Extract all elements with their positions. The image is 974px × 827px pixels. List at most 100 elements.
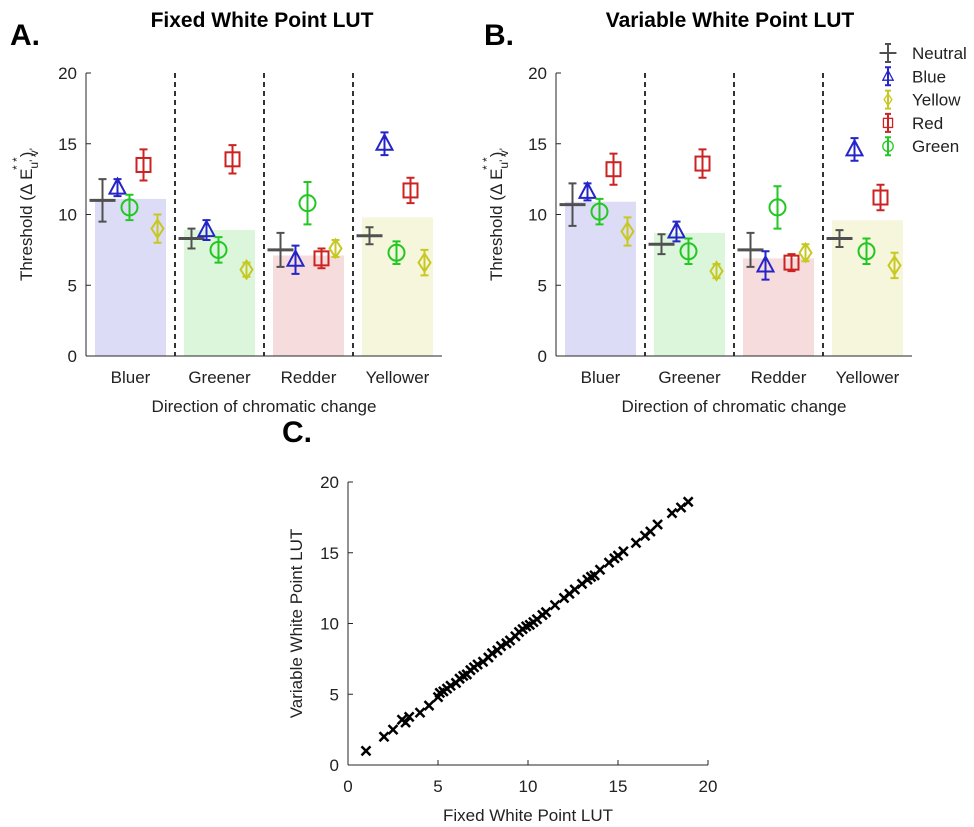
marker-circle [298,194,317,213]
legend-marker [882,117,894,129]
y-label-end: ) [17,152,36,158]
chart-title: Fixed White Point LUT [151,9,374,32]
bar [273,255,344,356]
marker-x [549,599,561,611]
marker-triangle [755,254,776,273]
y-label-sup: * * [10,157,24,170]
bar [362,217,433,356]
x-tick-label: 10 [519,777,538,796]
legend-label: Red [912,114,943,133]
marker-circle [857,242,876,261]
marker-x [360,745,372,757]
legend-label: Green [912,137,959,156]
y-label-sub: u' v' [27,148,41,169]
marker-x [594,564,606,576]
marker-circle [387,243,406,262]
y-tick-label: 15 [320,544,339,563]
marker-x [486,647,498,659]
legend-errorbar [885,136,891,157]
marker-x [472,659,483,670]
error-bar [876,183,885,212]
chart-title: Variable White Point LUT [606,9,855,32]
y-label-main: Threshold (Δ E [17,169,36,281]
marker-x [445,680,456,692]
x-tick-label: 0 [343,777,352,796]
error-bar [609,152,618,186]
y-tick-label: 15 [528,135,547,154]
y-label-main: Threshold (Δ E [487,169,506,281]
legend-label: Yellow [912,91,961,110]
error-bar [406,176,415,205]
x-tick-label: Greener [658,368,721,387]
marker-x [652,519,663,530]
error-bar [139,148,148,182]
marker-triangle [374,132,395,151]
marker-square [313,250,330,267]
marker-x [495,640,507,652]
panel-label: C. [282,416,312,449]
x-tick-label: 20 [699,777,718,796]
marker-x [387,724,399,736]
error-bar [773,185,782,230]
panel-label: A. [10,19,40,52]
marker-triangle [666,220,687,239]
marker-circle [590,202,609,221]
x-tick-label: Yellower [366,368,430,387]
y-tick-label: 10 [528,206,547,225]
marker-triangle [196,218,217,238]
x-axis-label: Fixed White Point LUT [443,806,613,825]
y-label-sub: u' v' [497,148,511,169]
y-axis-label: Threshold (Δ Eu' v'* *) [10,148,41,281]
marker-circle [209,240,228,259]
marker-triangle [577,180,598,199]
marker-circle [768,198,787,217]
bar [743,258,814,356]
marker-x [414,707,426,719]
y-tick-label: 10 [58,206,77,225]
error-bar [698,148,707,179]
marker-diamond [417,251,432,274]
x-tick-label: Redder [281,368,337,387]
legend-marker [881,69,895,81]
marker-x [378,731,390,743]
marker-square [783,254,800,271]
error-bar [242,261,251,278]
panel-label: B. [484,19,514,52]
marker-square [402,182,419,199]
marker-x [682,496,694,508]
y-tick-label: 10 [320,615,339,634]
y-label-sup: * * [480,157,494,170]
y-tick-label: 20 [320,473,339,492]
marker-diamond [709,260,724,282]
marker-circle [679,242,698,261]
marker-triangle [844,138,865,157]
marker-square [872,189,889,206]
marker-diamond [798,241,813,264]
marker-x [403,711,415,723]
marker-x [630,537,642,549]
legend-label: Blue [912,67,946,86]
marker-x [618,545,629,557]
marker-diamond [328,237,343,260]
x-tick-label: 15 [609,777,628,796]
marker-square [135,156,152,173]
y-axis-label: Threshold (Δ Eu' v'* *) [480,148,511,281]
y-tick-label: 15 [58,135,77,154]
legend-marker [883,92,893,107]
marker-diamond [239,258,254,281]
x-tick-label: 5 [433,777,442,796]
x-tick-label: Bluer [581,368,621,387]
legend-errorbar [885,112,891,133]
marker-triangle [107,176,128,195]
x-tick-label: Greener [188,368,251,387]
marker-diamond [887,254,902,277]
error-bar [787,253,796,273]
x-axis-label: Direction of chromatic change [152,397,377,416]
marker-x [400,717,411,728]
y-tick-label: 5 [68,276,77,295]
y-tick-label: 0 [330,756,339,775]
legend-marker [882,140,894,153]
error-bar [712,263,721,280]
y-tick-label: 0 [68,347,77,366]
